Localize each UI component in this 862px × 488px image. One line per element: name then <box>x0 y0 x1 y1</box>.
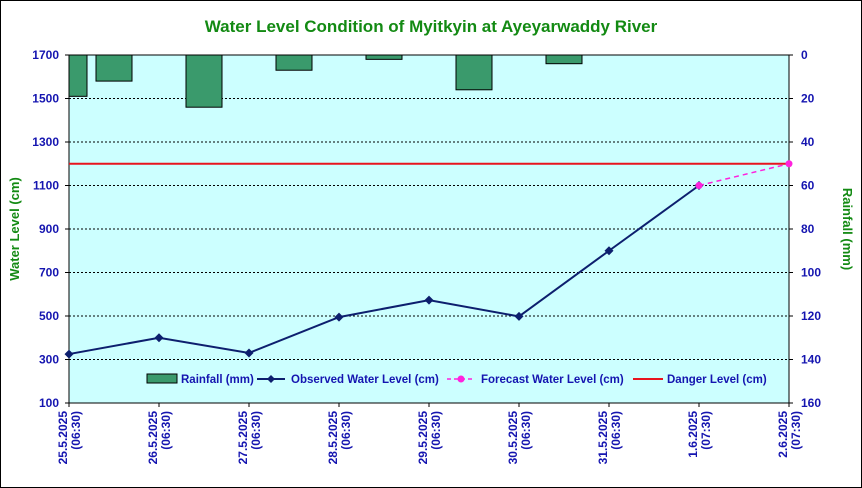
y2-tick-label: 40 <box>801 135 815 149</box>
x-axis-ticks: 25.5.2025 (06:30) 26.5.2025 (06:30) 27.5.202… <box>56 403 803 464</box>
legend-item: Danger Level (cm) <box>633 374 767 386</box>
rainfall-bar <box>365 54 403 60</box>
rainfall-bar <box>95 54 133 82</box>
y-tick-label: 500 <box>39 309 59 323</box>
y-tick-label: 100 <box>39 396 59 410</box>
y2-tick-label: 160 <box>801 396 821 410</box>
y-tick-label: 300 <box>39 353 59 367</box>
legend-label: Observed Water Level (cm) <box>291 374 439 386</box>
x-tick-date: 26.5.2025 <box>146 411 160 465</box>
x-tick-time: (06:30) <box>249 411 263 450</box>
x-tick-label-group: 26.5.2025 (06:30) <box>146 411 173 465</box>
y-tick-label: 700 <box>39 266 59 280</box>
x-tick-label-group: 29.5.2025 (06:30) <box>416 411 443 465</box>
legend-marker <box>457 375 465 383</box>
observed-point <box>424 295 434 305</box>
rainfall-bar <box>455 54 493 91</box>
x-tick-label-group: 30.5.2025 (06:30) <box>506 411 533 465</box>
y2-tick-label: 20 <box>801 92 815 106</box>
x-tick-date: 28.5.2025 <box>326 411 340 465</box>
legend-item: Rainfall (mm) <box>146 373 254 386</box>
y2-tick-label: 0 <box>801 48 808 62</box>
y2-tick-label: 140 <box>801 353 821 367</box>
x-tick-time: (06:30) <box>519 411 533 450</box>
observed-point <box>244 348 254 358</box>
legend-label: Danger Level (cm) <box>667 374 767 386</box>
x-tick-date: 2.6.2025 <box>776 411 790 458</box>
chart-legend: Rainfall (mm) Observed Water Level (cm) Fo… <box>146 373 767 386</box>
x-tick-time: (07:30) <box>699 411 713 450</box>
observed-point <box>334 312 344 322</box>
y2-tick-label: 100 <box>801 266 821 280</box>
legend-marker <box>267 375 275 383</box>
x-tick-time: (06:30) <box>429 411 443 450</box>
x-tick-label-group: 2.6.2025 (07:30) <box>776 411 803 458</box>
forecast-water-level-series <box>695 160 793 189</box>
x-tick-time: (07:30) <box>789 411 803 450</box>
x-tick-label-group: 31.5.2025 (06:30) <box>596 411 623 465</box>
rainfall-bar <box>275 54 313 71</box>
rainfall-bar <box>545 54 583 65</box>
x-tick-time: (06:30) <box>69 411 83 450</box>
x-tick-date: 25.5.2025 <box>56 411 70 465</box>
y-axis-label: Water Level (cm) <box>7 177 22 281</box>
x-tick-time: (06:30) <box>339 411 353 450</box>
y-tick-label: 1100 <box>33 179 59 193</box>
legend-swatch <box>146 373 178 384</box>
observed-point <box>64 349 74 359</box>
y2-tick-label: 80 <box>801 222 815 236</box>
y-tick-label: 900 <box>39 222 59 236</box>
x-tick-date: 27.5.2025 <box>236 411 250 465</box>
legend-label: Rainfall (mm) <box>181 374 254 386</box>
y-tick-label: 1300 <box>32 135 59 149</box>
y2-tick-label: 120 <box>801 309 821 323</box>
x-tick-date: 31.5.2025 <box>596 411 610 465</box>
observed-point <box>154 333 164 343</box>
x-tick-time: (06:30) <box>159 411 173 450</box>
legend-item: Observed Water Level (cm) <box>257 374 439 386</box>
x-tick-label-group: 27.5.2025 (06:30) <box>236 411 263 465</box>
forecast-point <box>785 160 793 168</box>
x-tick-date: 30.5.2025 <box>506 411 520 465</box>
y2-axis-label: Rainfall (mm) <box>840 188 855 270</box>
x-tick-label-group: 28.5.2025 (06:30) <box>326 411 353 465</box>
observed-line <box>68 184 700 356</box>
rainfall-bars <box>68 54 583 108</box>
y-tick-label: 1500 <box>32 92 59 106</box>
y2-tick-label: 60 <box>801 179 815 193</box>
x-tick-date: 1.6.2025 <box>686 411 700 458</box>
x-tick-date: 29.5.2025 <box>416 411 430 465</box>
right-axis-ticks: 0 20 40 60 80 100 120 140 160 <box>789 48 821 410</box>
observed-point <box>604 246 614 256</box>
legend-item: Forecast Water Level (cm) <box>447 374 624 386</box>
x-tick-label-group: 25.5.2025 (06:30) <box>56 411 83 465</box>
rainfall-bar <box>68 54 88 97</box>
chart-title: Water Level Condition of Myitkyin at Aye… <box>204 17 658 36</box>
legend-label: Forecast Water Level (cm) <box>481 374 624 386</box>
x-tick-label-group: 1.6.2025 (07:30) <box>686 411 713 458</box>
forecast-line <box>698 163 790 187</box>
forecast-point <box>695 182 703 189</box>
left-axis-ticks: 1700 1500 1300 1100 900 700 500 300 100 <box>32 48 69 410</box>
rainfall-bar <box>185 54 223 108</box>
y-tick-label: 1700 <box>32 48 59 62</box>
x-tick-time: (06:30) <box>609 411 623 450</box>
observed-point <box>514 311 524 321</box>
